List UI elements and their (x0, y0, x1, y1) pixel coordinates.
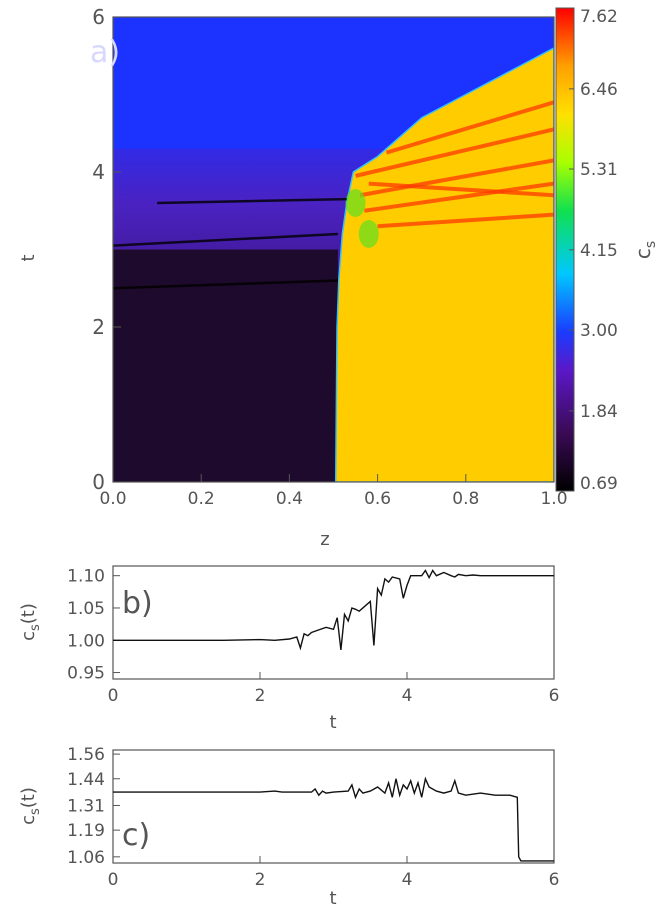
panel-c: 0 2 4 6 1.06 1.19 1.31 1.44 1.56 c) t cs(t) (18, 745, 559, 909)
colorbar-tick-label: 4.15 (580, 241, 618, 261)
y-tick-label: 1.19 (67, 821, 105, 841)
y-tick-label: 1.31 (67, 796, 105, 816)
x-tick-label: 0.8 (452, 489, 479, 509)
panel-a-frame (112, 16, 555, 483)
y-tick-label: 1.44 (67, 770, 105, 790)
dark-ray (157, 197, 347, 205)
panel-a-xlabel: z (320, 529, 329, 550)
panel-a-label: a) (90, 35, 120, 70)
y-tick-label: 4 (92, 160, 105, 184)
x-tick-label: 0.2 (188, 489, 215, 509)
y-tick-label: 1.00 (67, 631, 105, 651)
colorbar-tick-label: 1.84 (580, 402, 618, 422)
hot-streak (385, 100, 554, 155)
panel-c-ticks: 0 2 4 6 1.06 1.19 1.31 1.44 1.56 (67, 745, 559, 890)
cold-region (113, 249, 338, 482)
dark-ray (113, 279, 338, 290)
panel-c-series-line (113, 776, 554, 862)
shocked-region (334, 47, 554, 482)
y-tick-label: 1.05 (67, 599, 105, 619)
dark-ray (113, 232, 338, 247)
hot-streak (359, 158, 554, 198)
colorbar-tick-label: 5.31 (580, 160, 618, 180)
panel-b-label: b) (122, 586, 153, 621)
panel-c-ylabel: cs(t) (18, 787, 43, 825)
x-tick-label: 0.6 (364, 489, 391, 509)
hot-streak (364, 181, 554, 213)
colorbar-tick-label: 7.62 (580, 7, 618, 27)
panel-b-series-line (113, 569, 554, 651)
panel-b-frame (112, 565, 555, 680)
x-tick-label: 0 (108, 686, 119, 706)
x-tick-label: 1.0 (540, 489, 567, 509)
x-tick-label: 6 (549, 686, 560, 706)
colorbar-label: cs (631, 241, 659, 259)
panel-a-ticks: 0.0 0.2 0.4 0.6 0.8 1.0 0 2 4 6 (92, 5, 567, 509)
mid-patch (358, 220, 379, 248)
y-tick-label: 1.10 (67, 567, 105, 587)
panel-a: 0.0 0.2 0.4 0.6 0.8 1.0 0 2 4 6 a) z t 0.69 1.84 3.… (18, 5, 659, 550)
panel-b-xlabel: t (329, 712, 336, 733)
heatmap-image (113, 17, 554, 482)
y-tick-label: 1.56 (67, 745, 105, 765)
colorbar-ticks: 0.69 1.84 3.00 4.15 5.31 6.46 7.62 (569, 7, 618, 494)
panel-c-label: c) (122, 818, 150, 853)
x-tick-label: 0.0 (99, 489, 126, 509)
mid-patch (345, 189, 366, 217)
panel-b: 0 2 4 6 0.95 1.00 1.05 1.10 b) t cs(t) (18, 565, 559, 733)
panel-c-frame (112, 749, 555, 864)
panel-b-ticks: 0 2 4 6 0.95 1.00 1.05 1.10 (67, 567, 559, 706)
panel-b-ylabel: cs(t) (18, 603, 43, 641)
panel-a-ylabel: t (18, 254, 39, 261)
x-tick-label: 4 (402, 870, 413, 890)
panel-c-xlabel: t (329, 888, 336, 909)
x-tick-label: 2 (255, 870, 266, 890)
x-tick-label: 0.4 (276, 489, 303, 509)
y-tick-label: 6 (92, 5, 105, 29)
colorbar-tick-label: 3.00 (580, 321, 618, 341)
colorbar-tick-label: 6.46 (580, 80, 618, 100)
x-tick-label: 6 (549, 870, 560, 890)
colorbar (556, 8, 574, 491)
hot-streak (377, 212, 554, 229)
y-tick-label: 2 (92, 315, 105, 339)
x-tick-label: 4 (402, 686, 413, 706)
y-tick-label: 0 (92, 470, 105, 494)
x-tick-label: 2 (255, 686, 266, 706)
hot-streak (368, 181, 554, 198)
y-tick-label: 0.95 (67, 664, 105, 684)
colorbar-tick-label: 0.69 (580, 474, 618, 494)
x-tick-label: 0 (108, 870, 119, 890)
hot-streak (355, 127, 554, 178)
y-tick-label: 1.06 (67, 848, 105, 868)
